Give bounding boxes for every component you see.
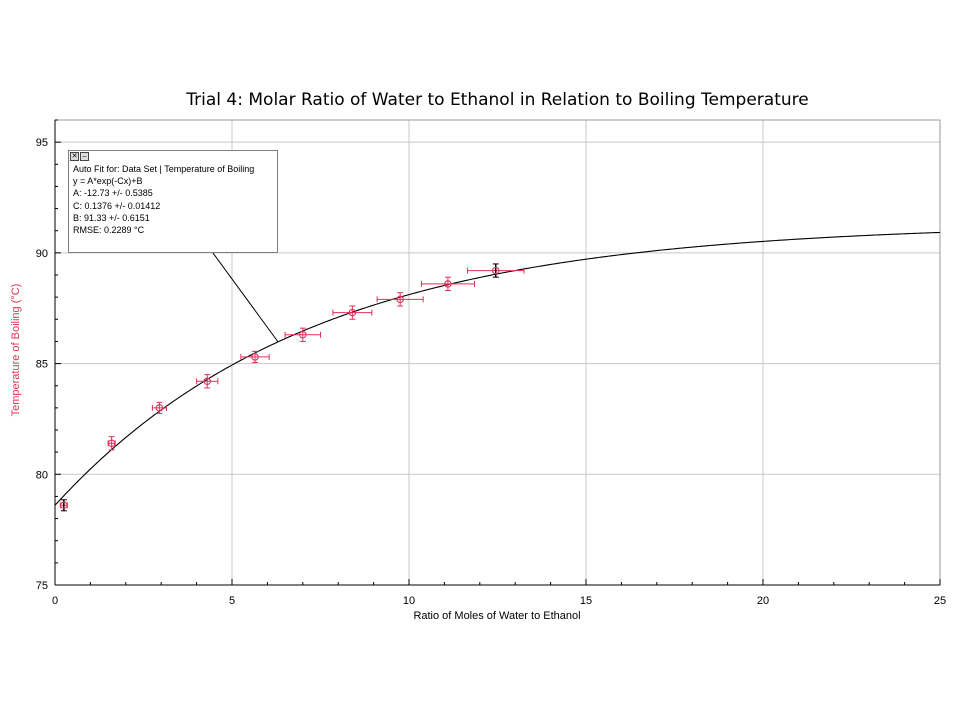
fit-param-b: B: 91.33 +/- 0.6151 <box>73 212 150 223</box>
points-layer <box>59 263 525 512</box>
data-point <box>196 374 219 389</box>
x-tick-label: 15 <box>580 595 592 607</box>
data-point <box>420 276 475 291</box>
x-tick-label: 0 <box>52 595 58 607</box>
data-point <box>376 292 424 307</box>
fit-layer <box>54 231 941 506</box>
fit-curve <box>54 231 941 506</box>
close-icon[interactable]: ✕ <box>70 152 79 161</box>
x-tick-label: 5 <box>229 595 235 607</box>
fit-title: Auto Fit for: Data Set | Temperature of … <box>73 164 255 174</box>
y-tick-label: 90 <box>36 248 48 260</box>
data-point <box>284 327 321 342</box>
point-marker <box>396 295 404 304</box>
point-marker <box>251 353 259 361</box>
y-axis-label: Temperature of Boiling (°C) <box>10 284 22 417</box>
chart-title: Trial 4: Molar Ratio of Water to Ethanol… <box>186 90 809 110</box>
data-point <box>151 401 168 414</box>
point-marker <box>491 266 500 275</box>
minimize-icon[interactable]: – <box>80 152 89 161</box>
data-point <box>59 499 68 512</box>
fit-rmse: RMSE: 0.2289 °C <box>73 225 145 236</box>
data-point <box>332 305 373 320</box>
data-point <box>466 263 525 278</box>
point-marker <box>155 404 164 412</box>
y-tick-label: 80 <box>36 469 48 481</box>
x-tick-label: 10 <box>403 595 415 607</box>
fit-param-a: A: -12.73 +/- 0.5385 <box>73 188 153 199</box>
y-tick-label: 75 <box>36 580 48 592</box>
x-tick-label: 20 <box>757 595 769 607</box>
axis-layer: 0 5 10 15 20 25 75 80 85 90 95 <box>36 119 946 607</box>
data-point <box>107 436 116 451</box>
grid-layer <box>55 120 940 585</box>
point-marker <box>107 439 116 448</box>
x-tick-label: 25 <box>934 595 946 607</box>
fit-param-c: C: 0.1376 +/- 0.01412 <box>73 200 161 211</box>
point-marker <box>348 308 357 317</box>
point-marker <box>444 280 452 288</box>
x-axis-label: Ratio of Moles of Water to Ethanol <box>413 610 580 622</box>
fit-equation: y = A*exp(-Cx)+B <box>73 176 143 187</box>
y-tick-label: 85 <box>36 359 48 371</box>
point-marker <box>60 501 68 510</box>
point-marker <box>299 331 307 339</box>
fit-leader-line <box>212 252 279 343</box>
point-marker <box>203 377 211 386</box>
data-point <box>240 350 270 363</box>
fit-annotation-box[interactable]: ✕ – Auto Fit for: Data Set | Temperature… <box>68 150 278 253</box>
y-tick-label: 95 <box>36 137 48 149</box>
